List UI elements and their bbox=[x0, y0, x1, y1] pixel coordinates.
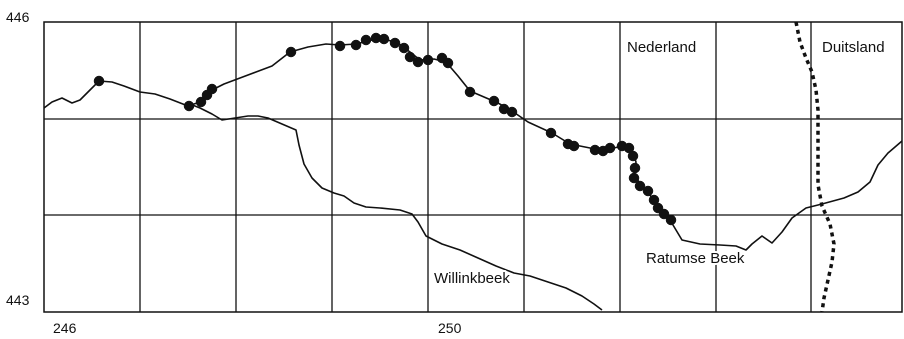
axis-label-y-top: 446 bbox=[6, 9, 30, 25]
stream-willinkbeek bbox=[190, 104, 602, 310]
observation-point bbox=[390, 38, 400, 48]
label-nederland: Nederland bbox=[627, 39, 696, 56]
observation-point bbox=[443, 58, 453, 68]
observation-point bbox=[413, 57, 423, 67]
map-frame bbox=[44, 22, 902, 312]
axis-label-x-mid: 250 bbox=[438, 320, 462, 336]
observation-point bbox=[546, 128, 556, 138]
observation-point bbox=[465, 87, 475, 97]
stream-ratumse-beek bbox=[44, 39, 902, 250]
grid bbox=[44, 22, 902, 312]
label-duitsland: Duitsland bbox=[822, 39, 885, 56]
observation-point bbox=[643, 186, 653, 196]
observation-point bbox=[94, 76, 104, 86]
label-willinkbeek: Willinkbeek bbox=[434, 270, 510, 287]
observation-point bbox=[184, 101, 194, 111]
observation-point bbox=[399, 43, 409, 53]
observation-point bbox=[489, 96, 499, 106]
observation-point bbox=[351, 40, 361, 50]
observation-point bbox=[630, 163, 640, 173]
axis-label-x-left: 246 bbox=[53, 320, 77, 336]
observation-point bbox=[507, 107, 517, 117]
observation-point bbox=[423, 55, 433, 65]
observation-points bbox=[94, 33, 676, 225]
observation-point bbox=[286, 47, 296, 57]
observation-point bbox=[335, 41, 345, 51]
axis-label-y-bottom: 443 bbox=[6, 292, 30, 308]
observation-point bbox=[361, 35, 371, 45]
observation-point bbox=[605, 143, 615, 153]
national-border bbox=[796, 22, 834, 312]
observation-point bbox=[628, 151, 638, 161]
observation-point bbox=[569, 141, 579, 151]
label-ratumse-beek: Ratumse Beek bbox=[646, 250, 745, 267]
observation-point bbox=[666, 215, 676, 225]
observation-point bbox=[207, 84, 217, 94]
observation-point bbox=[379, 34, 389, 44]
